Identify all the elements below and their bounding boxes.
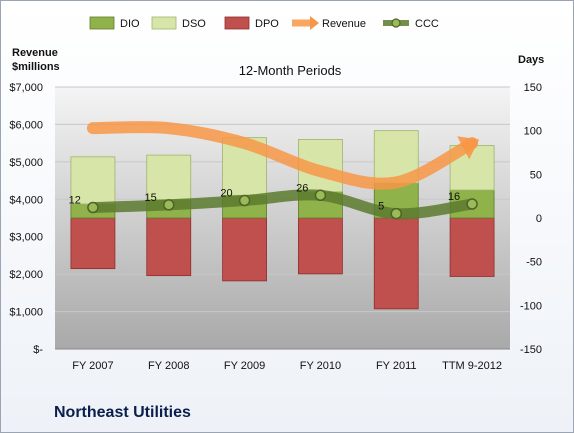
left-axis-tick-label: $2,000 — [9, 269, 43, 281]
legend-label-ccc: CCC — [415, 18, 439, 30]
left-axis-title-line2: $millions — [12, 61, 60, 73]
legend-swatch-dio — [89, 16, 115, 30]
legend-label-dso: DSO — [182, 18, 206, 30]
category-label: FY 2009 — [224, 360, 265, 372]
category-label: FY 2010 — [300, 360, 341, 372]
right-axis-tick-label: -150 — [520, 344, 542, 356]
ccc-marker — [163, 199, 175, 211]
left-axis-tick-label: $- — [33, 344, 43, 356]
bar-dpo — [70, 217, 116, 270]
category-label: FY 2007 — [72, 360, 113, 372]
ccc-marker — [238, 194, 251, 207]
left-axis-tick-label: $3,000 — [9, 232, 43, 244]
left-axis-tick-label: $6,000 — [9, 119, 43, 131]
revenue-line — [86, 121, 479, 190]
right-axis-tick-label: -100 — [520, 300, 542, 312]
ccc-data-label: 16 — [448, 191, 460, 203]
legend-marker-ccc — [391, 18, 401, 28]
revenue-arrowhead — [457, 136, 480, 160]
category-label: FY 2011 — [376, 360, 417, 372]
ccc-line — [87, 189, 478, 220]
bar-dpo — [298, 217, 343, 275]
category-label: TTM 9-2012 — [442, 360, 502, 372]
legend-label-dpo: DPO — [255, 18, 279, 30]
right-axis-tick-label: -50 — [526, 257, 542, 269]
bar-dso — [146, 154, 192, 201]
category-label: FY 2008 — [148, 360, 189, 372]
left-axis-title-line1: Revenue — [12, 47, 58, 59]
bar-dpo — [449, 217, 495, 277]
right-axis-tick-label: 100 — [524, 126, 542, 138]
company-name: Northeast Utilities — [54, 404, 191, 421]
left-axis-tick-label: $5,000 — [9, 157, 43, 169]
left-axis-tick-label: $4,000 — [9, 194, 43, 206]
legend-swatch-dso — [151, 16, 177, 30]
legend-label-dio: DIO — [120, 18, 140, 30]
ccc-marker — [87, 201, 99, 214]
left-axis-tick-label: $7,000 — [9, 82, 43, 94]
ccc-data-label: 5 — [378, 201, 384, 213]
ccc-marker — [314, 189, 327, 202]
right-axis-tick-label: 50 — [530, 169, 542, 181]
right-axis-tick-label: 0 — [536, 213, 542, 225]
left-axis-tick-label: $1,000 — [9, 307, 43, 319]
chart-title: 12-Month Periods — [239, 63, 342, 78]
bar-dso — [70, 156, 116, 205]
right-axis-title: Days — [518, 54, 544, 66]
bar-dpo — [146, 217, 192, 277]
bar-dpo — [373, 217, 419, 310]
ccc-data-label: 12 — [69, 195, 81, 207]
ccc-data-label: 15 — [145, 192, 157, 204]
right-axis-tick-label: 150 — [524, 82, 542, 94]
legend-swatch-dpo — [224, 16, 250, 30]
legend-arrow-revenue — [310, 16, 319, 30]
bar-dpo — [222, 217, 267, 282]
ccc-data-label: 26 — [296, 182, 308, 194]
ccc-marker — [390, 207, 402, 220]
legend-label-revenue: Revenue — [322, 18, 366, 30]
ccc-marker — [466, 198, 478, 210]
ccc-data-label: 20 — [220, 188, 232, 200]
